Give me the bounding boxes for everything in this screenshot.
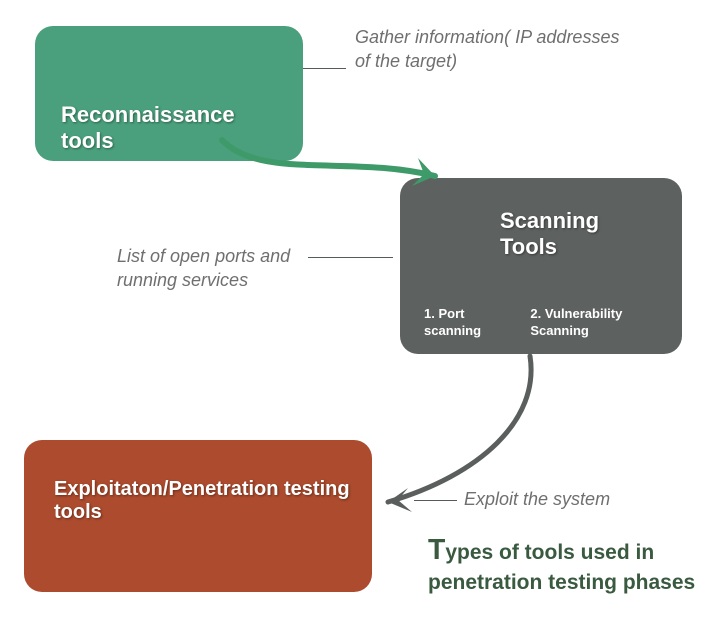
caption-rest: ypes of tools used in penetration testin… <box>428 541 695 594</box>
annotation-scan-line1: List of open ports and <box>117 244 290 268</box>
scanning-sub-port: 1. Port scanning <box>424 306 512 340</box>
annotation-exploit-line1: Exploit the system <box>464 487 610 511</box>
annotation-recon-line1: Gather information( IP addresses <box>355 25 619 49</box>
node-exploitation-title: Exploitaton/Penetration testing tools <box>54 478 352 524</box>
connector-line-scan <box>308 257 393 258</box>
connector-line-exploit <box>414 500 457 501</box>
annotation-scan: List of open ports and running services <box>117 244 290 293</box>
node-scanning-title: Scanning Tools <box>500 208 662 260</box>
caption-big-char: T <box>428 534 445 566</box>
annotation-recon-line2: of the target) <box>355 49 619 73</box>
node-exploitation: Exploitaton/Penetration testing tools <box>24 440 372 592</box>
diagram-caption: Types of tools used in penetration testi… <box>428 532 698 596</box>
annotation-recon: Gather information( IP addresses of the … <box>355 25 619 74</box>
node-reconnaissance: Reconnaissance tools <box>35 26 303 161</box>
scanning-sub-vuln: 2. Vulnerability Scanning <box>530 306 658 340</box>
annotation-scan-line2: running services <box>117 268 290 292</box>
node-reconnaissance-title: Reconnaissance tools <box>61 102 283 154</box>
connector-line-recon <box>303 68 346 69</box>
node-scanning: Scanning Tools 1. Port scanning 2. Vulne… <box>400 178 682 354</box>
annotation-exploit: Exploit the system <box>464 487 610 511</box>
